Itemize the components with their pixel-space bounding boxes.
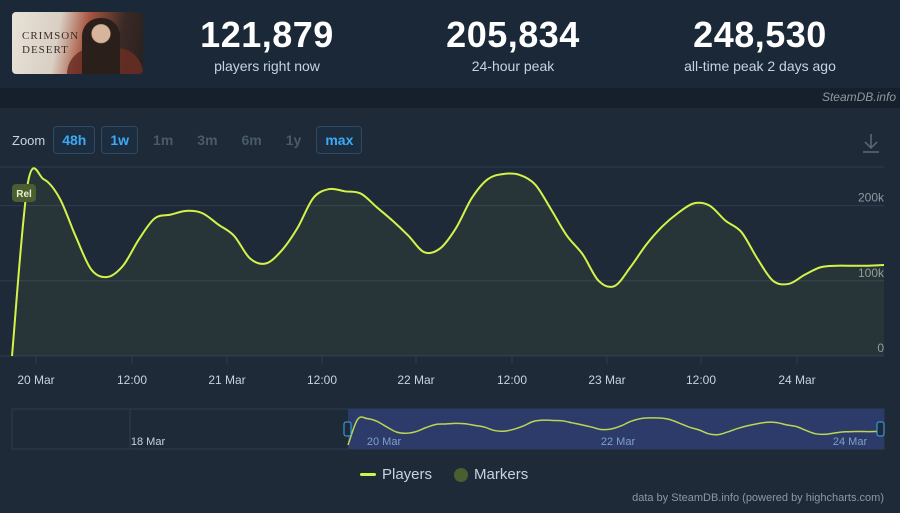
players-swatch <box>360 473 376 476</box>
game-thumbnail[interactable]: CRIMSON DESERT <box>12 12 143 74</box>
release-marker[interactable]: Rel <box>12 184 36 202</box>
download-icon[interactable] <box>861 132 881 154</box>
navigator-selection[interactable] <box>348 409 884 449</box>
navigator-handle-right[interactable] <box>876 421 885 437</box>
navigator-handle-left[interactable] <box>343 421 352 437</box>
stat-current-players: 121,879 players right now <box>147 14 387 75</box>
x-tick-label: 23 Mar <box>588 373 625 387</box>
chart-grid <box>0 166 884 357</box>
credit-link[interactable]: SteamDB.info <box>821 90 896 104</box>
zoom-6m-button[interactable]: 6m <box>233 126 271 154</box>
navigator-label: 20 Mar <box>367 436 402 448</box>
zoom-max-button[interactable]: max <box>316 126 363 154</box>
y-tick-label: 0 <box>877 341 884 355</box>
game-logo: CRIMSON DESERT <box>22 30 80 56</box>
zoom-3m-button[interactable]: 3m <box>188 126 226 154</box>
stat-label: 24-hour peak <box>471 58 555 74</box>
x-tick-label: 22 Mar <box>397 373 434 387</box>
legend-label: Players <box>382 466 433 483</box>
header-bar <box>0 0 900 88</box>
players-series-area <box>12 168 884 356</box>
x-tick-label: 12:00 <box>497 373 527 387</box>
stat-alltime-peak: 248,530 all-time peak 2 days ago <box>640 14 880 75</box>
zoom-48h-button[interactable]: 48h <box>53 126 96 154</box>
marker-label: Rel <box>16 189 32 200</box>
legend: Players Markers <box>360 466 550 483</box>
zoom-1w-button[interactable]: 1w <box>101 126 139 154</box>
stat-value: 248,530 <box>693 14 827 55</box>
x-axis-ticks: 20 Mar 12:00 21 Mar 12:00 22 Mar 12:00 23 Mar 1… <box>17 356 816 387</box>
x-tick-label: 21 Mar <box>208 373 245 387</box>
thumbnail-figure <box>82 18 120 74</box>
stat-label: all-time peak 2 days ago <box>684 58 836 74</box>
player-chart: 0 100k 200k 20 Mar 12:00 21 Mar 12:00 22 Mar 12… <box>0 166 885 450</box>
stat-label: players right now <box>214 58 320 74</box>
x-tick-label: 20 Mar <box>17 373 54 387</box>
y-axis-ticks: 0 100k 200k <box>858 191 885 355</box>
y-tick-label: 100k <box>858 266 885 280</box>
zoom-controls: Zoom 48h 1w 1m 3m 6m 1y max <box>12 126 368 154</box>
legend-item-markers[interactable]: Markers <box>454 466 528 483</box>
legend-label: Markers <box>474 466 529 483</box>
x-tick-label: 24 Mar <box>778 373 815 387</box>
players-series-line <box>11 167 885 357</box>
divider-band <box>0 88 900 108</box>
y-tick-label: 200k <box>858 191 885 205</box>
x-tick-label: 12:00 <box>686 373 716 387</box>
stat-value: 121,879 <box>200 14 334 55</box>
zoom-label: Zoom <box>12 132 46 148</box>
navigator[interactable]: 18 Mar 20 Mar 22 Mar 24 Mar <box>11 408 885 450</box>
markers-swatch <box>454 467 469 482</box>
zoom-1m-button[interactable]: 1m <box>144 126 182 154</box>
stat-24h-peak: 205,834 24-hour peak <box>393 14 633 75</box>
credit-footer[interactable]: data by SteamDB.info (powered by highcha… <box>632 492 884 504</box>
x-tick-label: 12:00 <box>307 373 337 387</box>
stat-value: 205,834 <box>446 14 580 55</box>
navigator-series-line <box>347 416 885 446</box>
navigator-label: 24 Mar <box>833 436 868 448</box>
x-tick-label: 12:00 <box>117 373 147 387</box>
legend-item-players[interactable]: Players <box>360 466 432 483</box>
navigator-label: 18 Mar <box>131 436 166 448</box>
zoom-1y-button[interactable]: 1y <box>277 126 311 154</box>
navigator-label: 22 Mar <box>601 436 636 448</box>
